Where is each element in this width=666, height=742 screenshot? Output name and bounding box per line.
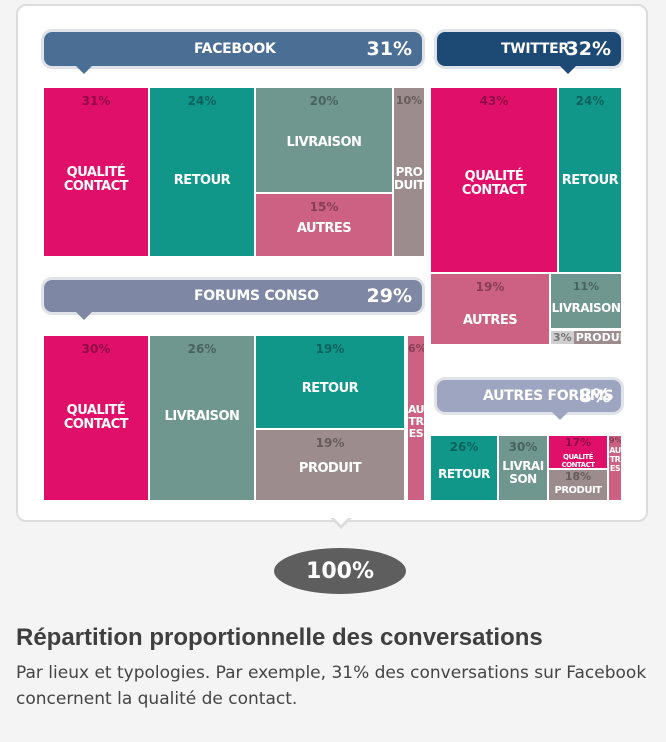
cell-label: PRODUIT bbox=[554, 485, 603, 496]
cell-pct: 6% bbox=[408, 342, 424, 355]
group-tag-label: FORUMS CONSO bbox=[194, 288, 319, 304]
cell-label: RETOUR bbox=[561, 173, 619, 188]
cell-pct: 30% bbox=[508, 440, 538, 454]
treemap-cell-facebook-retour: 24% RETOUR bbox=[150, 88, 254, 256]
group-tag-share: 29% bbox=[366, 285, 412, 307]
frame-tail-inner bbox=[332, 516, 350, 525]
treemap-cell-autres-forums-retour: 26% RETOUR bbox=[431, 436, 497, 500]
treemap-cell-facebook-produit: 10% PRO DUIT bbox=[394, 88, 424, 256]
cell-pct: 17% bbox=[564, 436, 592, 449]
total-badge: 100% bbox=[274, 548, 406, 594]
treemap-cell-forums-conso-autres: 6% AU TR ES bbox=[408, 336, 424, 500]
cell-label: LIVRAI SON bbox=[502, 459, 544, 486]
cell-pct: 30% bbox=[81, 342, 111, 356]
cell-pct: 11% bbox=[572, 280, 600, 293]
cell-label: AUTRES bbox=[462, 313, 518, 328]
group-tag-facebook: FACEBOOK 31% bbox=[44, 32, 422, 74]
treemap-cell-twitter-qualite-contact: 43% QUALITÉ CONTACT bbox=[431, 88, 557, 272]
cell-label: AU TR ES bbox=[609, 446, 621, 473]
cell-pct: 31% bbox=[81, 94, 111, 108]
treemap-cell-facebook-livraison: 20% LIVRAISON bbox=[256, 88, 392, 192]
cell-label: RETOUR bbox=[301, 381, 359, 396]
cell-pct: 26% bbox=[187, 342, 217, 356]
cell-label: QUALITÉ CONTACT bbox=[561, 453, 595, 468]
speech-bubble-tail-icon bbox=[560, 66, 576, 74]
cell-label: LIVRAISON bbox=[551, 301, 621, 315]
group-tag-share: 31% bbox=[366, 38, 412, 60]
cell-label: PRODUIT bbox=[573, 330, 621, 344]
cell-label: QUALITÉ CONTACT bbox=[461, 169, 527, 198]
treemap-cell-autres-forums-livraison: 30% LIVRAI SON bbox=[499, 436, 547, 500]
treemap-cell-twitter-produit: 3%PRODUIT bbox=[551, 330, 621, 344]
cell-pct: 9% bbox=[609, 436, 621, 445]
speech-bubble-tail-icon bbox=[76, 312, 92, 320]
treemap-cell-twitter-autres: 19% AUTRES bbox=[431, 274, 549, 344]
treemap-cell-autres-forums-produit: 18% PRODUIT bbox=[549, 470, 607, 500]
group-tag-autres-forums: AUTRES FORUMS 8% bbox=[437, 380, 621, 420]
cell-pct: 19% bbox=[315, 342, 345, 356]
treemap-cell-twitter-retour: 24% RETOUR bbox=[559, 88, 621, 272]
cell-pct: 15% bbox=[309, 200, 339, 214]
group-tag-share: 32% bbox=[565, 38, 611, 60]
treemap-cell-facebook-qualite-contact: 31% QUALITÉ CONTACT bbox=[44, 88, 148, 256]
cell-pct: 19% bbox=[315, 436, 345, 450]
cell-inline-label: 3%PRODUIT bbox=[551, 330, 621, 344]
page-subtitle: Par lieux et typologies. Par exemple, 31… bbox=[16, 663, 647, 709]
cell-pct: 19% bbox=[475, 280, 505, 294]
cell-pct: 26% bbox=[449, 440, 479, 454]
speech-bubble-tail-icon bbox=[76, 66, 92, 74]
group-tag-share: 8% bbox=[578, 385, 611, 407]
group-tag-label: TWITTER bbox=[501, 41, 569, 57]
cell-label: LIVRAISON bbox=[286, 135, 362, 150]
cell-label: PRO DUIT bbox=[394, 165, 424, 192]
treemap-cell-forums-conso-livraison: 26% LIVRAISON bbox=[150, 336, 254, 500]
cell-pct: 24% bbox=[575, 94, 605, 108]
cell-label: RETOUR bbox=[438, 467, 490, 481]
group-tag-label: AUTRES FORUMS bbox=[483, 388, 614, 404]
cell-pct: 10% bbox=[395, 94, 423, 107]
cell-label: PRODUIT bbox=[298, 461, 362, 476]
treemap-cell-facebook-autres: 15% AUTRES bbox=[256, 194, 392, 256]
cell-label: QUALITÉ CONTACT bbox=[63, 165, 129, 194]
cell-pct: 24% bbox=[187, 94, 217, 108]
cell-label: LIVRAISON bbox=[164, 409, 240, 424]
treemap-cell-autres-forums-autres: 9%AU TR ES bbox=[609, 436, 621, 500]
treemap-cell-forums-conso-produit: 19% PRODUIT bbox=[256, 430, 404, 500]
page-title: Répartition proportionnelle des conversa… bbox=[16, 624, 543, 651]
group-tag-forums-conso: FORUMS CONSO 29% bbox=[44, 280, 422, 320]
treemap-cell-twitter-livraison: 11% LIVRAISON bbox=[551, 274, 621, 328]
cell-label: AU TR ES bbox=[408, 403, 424, 440]
cell-pct: 43% bbox=[479, 94, 509, 108]
cell-label: RETOUR bbox=[173, 173, 231, 188]
treemap-cell-autres-forums-qualite-contact: 17% QUALITÉ CONTACT bbox=[549, 436, 607, 468]
group-tag-twitter: TWITTER 32% bbox=[437, 32, 621, 74]
cell-pct: 18% bbox=[564, 470, 592, 483]
cell-pct: 20% bbox=[309, 94, 339, 108]
treemap-cell-forums-conso-qualite-contact: 30% QUALITÉ CONTACT bbox=[44, 336, 148, 500]
group-tag-label: FACEBOOK bbox=[194, 41, 276, 57]
treemap-cell-forums-conso-retour: 19% RETOUR bbox=[256, 336, 404, 428]
cell-label: QUALITÉ CONTACT bbox=[63, 403, 129, 432]
cell-label: AUTRES bbox=[296, 221, 352, 236]
cell-pct: 3% bbox=[551, 330, 574, 344]
speech-bubble-tail-icon bbox=[552, 412, 568, 420]
